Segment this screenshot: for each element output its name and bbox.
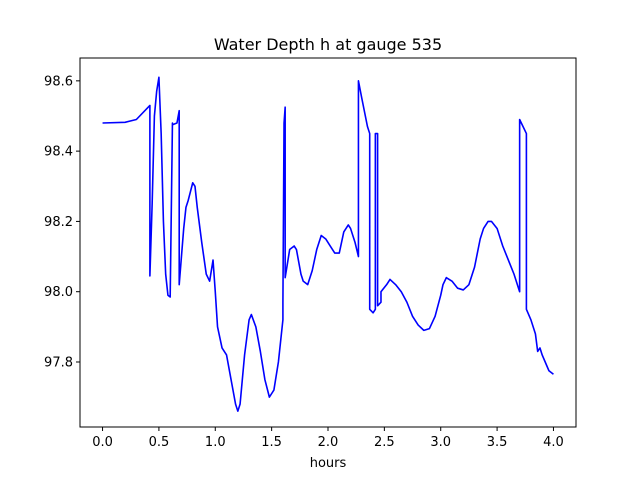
- plot-area: [79, 57, 577, 428]
- chart-title: Water Depth h at gauge 535: [214, 35, 442, 54]
- x-tick-label: 1.5: [261, 435, 282, 450]
- x-tick-label: 3.0: [430, 435, 451, 450]
- y-axis: 97.8 98.0 98.2 98.4 98.6: [44, 74, 80, 370]
- x-tick-label: 2.0: [318, 435, 339, 450]
- x-tick-label: 0.5: [149, 435, 170, 450]
- y-tick-label: 98.4: [44, 145, 73, 160]
- x-tick-label: 0.0: [92, 435, 113, 450]
- x-axis-label: hours: [310, 456, 347, 471]
- x-tick-label: 4.0: [543, 435, 564, 450]
- series-line-h: [102, 76, 554, 412]
- y-tick-label: 98.0: [44, 285, 73, 300]
- y-tick-label: 98.2: [44, 215, 73, 230]
- y-tick-label: 98.6: [44, 74, 73, 89]
- y-tick-label: 97.8: [44, 355, 73, 370]
- x-axis: 0.0 0.5 1.0 1.5 2.0 2.5 3.0 3.5 4.0: [92, 427, 564, 450]
- x-tick-label: 2.5: [374, 435, 395, 450]
- x-tick-label: 1.0: [205, 435, 226, 450]
- x-tick-label: 3.5: [487, 435, 508, 450]
